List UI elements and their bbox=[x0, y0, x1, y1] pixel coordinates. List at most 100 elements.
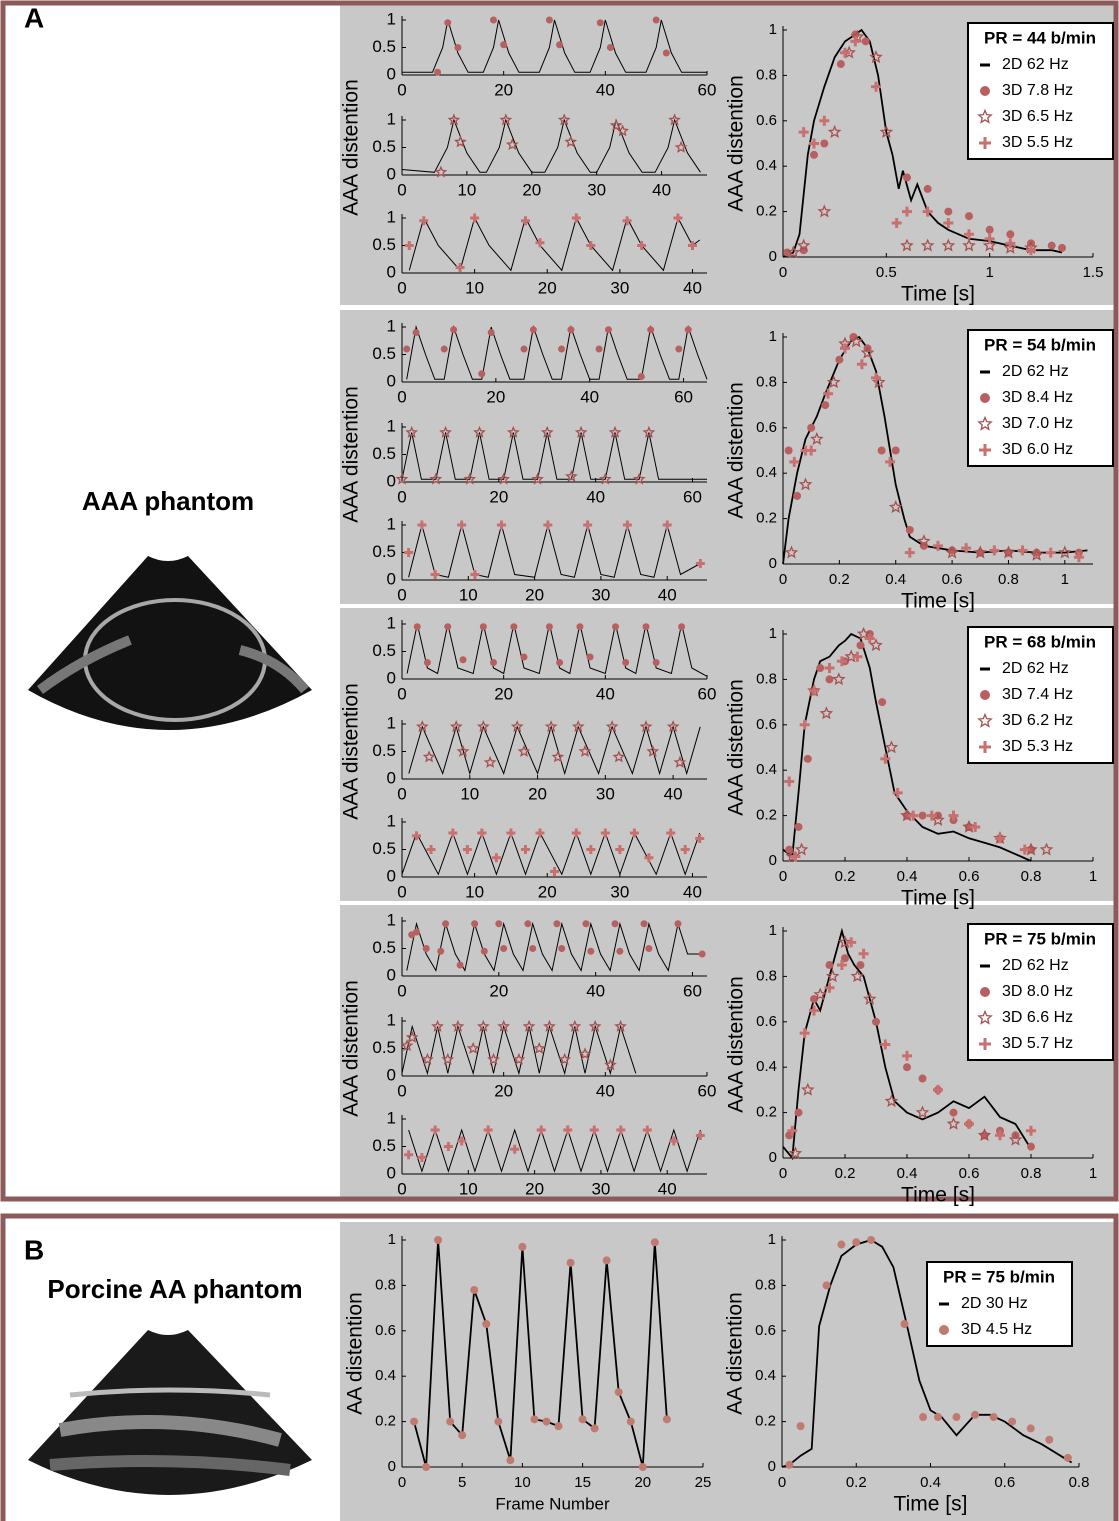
x-tick-label: 0.5 bbox=[876, 264, 897, 281]
marker bbox=[567, 326, 574, 333]
x-tick-label: 0.4 bbox=[897, 868, 918, 885]
x-tick-label: 0.2 bbox=[829, 571, 850, 588]
marker bbox=[500, 41, 507, 48]
x-tick-label: 1 bbox=[1061, 571, 1069, 588]
y-axis-label: AAA distention bbox=[725, 976, 748, 1113]
marker bbox=[793, 492, 801, 500]
marker bbox=[530, 1415, 538, 1423]
marker bbox=[591, 1424, 599, 1432]
ultrasound-image bbox=[28, 556, 312, 730]
marker bbox=[510, 623, 517, 630]
marker bbox=[423, 945, 430, 952]
y-tick-label: 0.5 bbox=[372, 839, 396, 858]
marker bbox=[458, 1431, 466, 1439]
x-tick-label: 20 bbox=[538, 882, 557, 901]
y-axis-label: AAA distention bbox=[725, 679, 748, 816]
y-tick-label: 1 bbox=[387, 613, 396, 632]
marker bbox=[480, 623, 487, 630]
y-tick-label: 0.5 bbox=[372, 542, 396, 561]
y-tick-label: 1 bbox=[769, 625, 777, 642]
x-tick-label: 40 bbox=[658, 1179, 677, 1198]
x-tick-label: 20 bbox=[538, 278, 557, 297]
marker bbox=[521, 346, 528, 353]
marker bbox=[919, 1413, 927, 1421]
marker bbox=[556, 659, 563, 666]
y-axis-label: AAA distention bbox=[725, 75, 748, 212]
marker bbox=[1045, 1436, 1053, 1444]
x-tick-label: 0.2 bbox=[835, 868, 856, 885]
legend-label: 3D 5.3 Hz bbox=[1002, 738, 1073, 755]
marker bbox=[442, 920, 449, 927]
marker bbox=[785, 447, 793, 455]
y-tick-label: 0.4 bbox=[756, 761, 777, 778]
marker bbox=[596, 346, 603, 353]
marker bbox=[470, 1286, 478, 1294]
x-tick-label: 0 bbox=[398, 1474, 406, 1491]
marker bbox=[934, 1413, 942, 1421]
y-tick-label: 0 bbox=[387, 768, 396, 787]
y-tick-label: 0.5 bbox=[372, 137, 396, 156]
marker bbox=[612, 920, 619, 927]
y-tick-label: 0 bbox=[387, 64, 396, 83]
panel-title: Porcine AA phantom bbox=[47, 1274, 302, 1304]
x-tick-label: 20 bbox=[634, 1474, 651, 1491]
marker bbox=[641, 920, 648, 927]
marker bbox=[1006, 230, 1014, 238]
marker bbox=[835, 356, 843, 364]
panel-label: B bbox=[24, 1234, 44, 1265]
marker bbox=[506, 1456, 514, 1464]
marker bbox=[500, 945, 507, 952]
y-tick-label: 0.4 bbox=[756, 1058, 777, 1075]
marker bbox=[444, 623, 451, 630]
marker bbox=[457, 962, 464, 969]
x-tick-label: 20 bbox=[494, 684, 513, 703]
y-tick-label: 0.6 bbox=[756, 1013, 777, 1030]
marker bbox=[1008, 1418, 1016, 1426]
x-axis-label: Frame Number bbox=[495, 1494, 610, 1513]
y-tick-label: 0.6 bbox=[755, 1322, 776, 1339]
x-tick-label: 40 bbox=[683, 882, 702, 901]
y-tick-label: 1 bbox=[769, 922, 777, 939]
x-tick-label: 40 bbox=[652, 180, 671, 199]
y-tick-label: 0.8 bbox=[756, 967, 777, 984]
x-tick-label: 60 bbox=[683, 981, 702, 1000]
x-tick-label: 0 bbox=[397, 882, 406, 901]
marker bbox=[434, 69, 441, 76]
marker bbox=[1027, 1424, 1035, 1432]
y-tick-label: 1 bbox=[769, 328, 777, 345]
x-tick-label: 60 bbox=[698, 1081, 717, 1100]
marker bbox=[826, 675, 834, 683]
x-tick-label: 20 bbox=[522, 180, 541, 199]
x-tick-label: 10 bbox=[457, 180, 476, 199]
marker bbox=[582, 920, 589, 927]
marker bbox=[414, 623, 421, 630]
marker bbox=[450, 326, 457, 333]
y-tick-label: 0.5 bbox=[372, 938, 396, 957]
legend-label: 3D 7.8 Hz bbox=[1002, 82, 1073, 99]
marker bbox=[651, 1238, 659, 1246]
y-tick-label: 1 bbox=[769, 21, 777, 38]
marker bbox=[576, 623, 583, 630]
marker bbox=[622, 659, 629, 666]
marker bbox=[638, 373, 645, 380]
marker bbox=[903, 1063, 911, 1071]
marker bbox=[944, 208, 952, 216]
marker bbox=[413, 329, 420, 336]
x-tick-label: 10 bbox=[459, 1179, 478, 1198]
marker bbox=[434, 1236, 442, 1244]
y-tick-label: 0.2 bbox=[756, 510, 777, 527]
marker bbox=[530, 326, 537, 333]
marker bbox=[903, 174, 911, 182]
marker bbox=[478, 370, 485, 377]
marker bbox=[488, 329, 495, 336]
x-tick-label: 10 bbox=[459, 585, 478, 604]
row-separator bbox=[340, 901, 1116, 905]
marker bbox=[980, 690, 990, 700]
page: {"panels":[{"label":"A","title":"AAA pha… bbox=[0, 0, 1119, 1521]
marker bbox=[639, 1463, 647, 1471]
y-axis-label: AA distention bbox=[344, 1292, 367, 1415]
marker bbox=[857, 961, 865, 969]
x-tick-label: 30 bbox=[610, 882, 629, 901]
marker bbox=[529, 945, 536, 952]
x-tick-label: 0 bbox=[779, 571, 787, 588]
